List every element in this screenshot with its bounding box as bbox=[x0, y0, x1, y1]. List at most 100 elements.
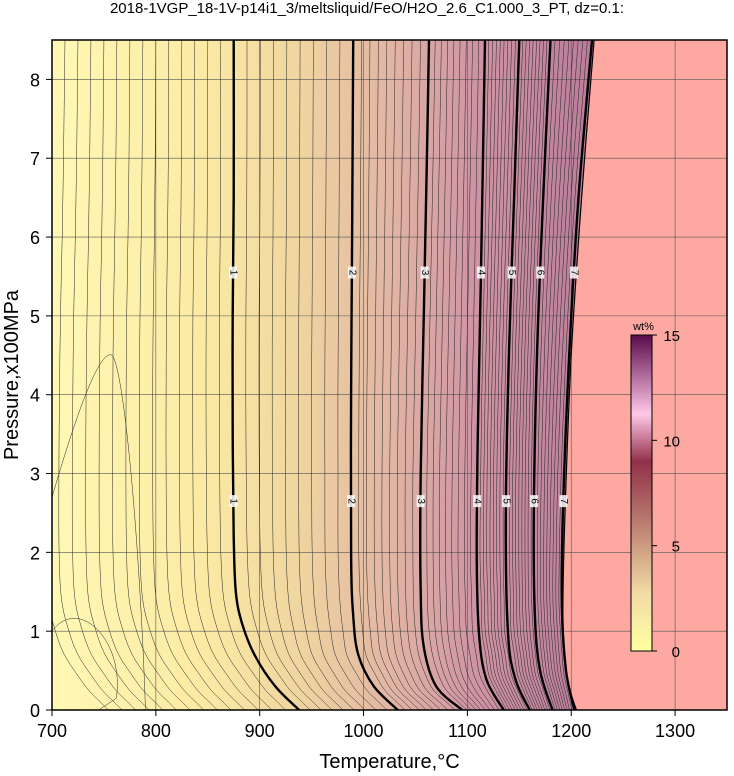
minor-contour bbox=[192, 40, 259, 710]
x-tick-label: 1200 bbox=[551, 721, 591, 741]
contour-label-bg bbox=[473, 495, 482, 508]
minor-contour bbox=[165, 40, 232, 710]
minor-contour bbox=[558, 40, 588, 710]
minor-contour bbox=[125, 40, 191, 710]
y-tick-label: 6 bbox=[30, 228, 40, 248]
y-tick-label: 4 bbox=[30, 386, 40, 406]
minor-contour bbox=[493, 40, 519, 710]
contour-label-bg bbox=[559, 495, 568, 508]
plot-frame bbox=[51, 39, 728, 711]
minor-contour bbox=[85, 40, 150, 710]
contour-label: 7 bbox=[568, 270, 579, 276]
liquidus-line bbox=[562, 40, 595, 710]
minor-contour bbox=[404, 40, 449, 710]
minor-contour bbox=[397, 40, 441, 710]
minor-contour bbox=[71, 40, 136, 710]
minor-contour bbox=[499, 40, 525, 710]
contour-label-bg bbox=[229, 266, 238, 279]
minor-contour bbox=[179, 40, 245, 710]
y-tick-label: 0 bbox=[30, 701, 40, 721]
minor-contour bbox=[139, 40, 204, 710]
minor-contour bbox=[530, 40, 551, 710]
minor-contour bbox=[512, 40, 536, 710]
colorbar-tick-label: 0 bbox=[672, 644, 680, 661]
contour-label: 5 bbox=[500, 498, 511, 504]
y-tick-label: 3 bbox=[30, 465, 40, 485]
x-tick-label: 1000 bbox=[344, 721, 384, 741]
contour-label-bg bbox=[570, 266, 579, 279]
contour-label: 6 bbox=[528, 498, 539, 504]
contour-label-bg bbox=[502, 495, 511, 508]
minor-contour bbox=[285, 40, 344, 710]
minor-contour bbox=[381, 40, 427, 710]
minor-contour bbox=[489, 40, 516, 710]
contour-3 bbox=[419, 40, 464, 710]
minor-contour bbox=[486, 40, 513, 710]
minor-contour bbox=[555, 40, 584, 710]
minor-contour bbox=[509, 40, 533, 710]
minor-contour bbox=[298, 40, 355, 710]
minor-contour bbox=[426, 40, 467, 710]
minor-contour bbox=[457, 40, 491, 710]
contour-label: 1 bbox=[227, 270, 238, 276]
minor-contour bbox=[432, 40, 472, 710]
x-tick-label: 900 bbox=[245, 721, 275, 741]
colorbar-scale bbox=[630, 334, 653, 652]
contour-label-bg bbox=[347, 495, 356, 508]
minor-contour bbox=[337, 40, 387, 710]
minor-contour bbox=[389, 40, 434, 710]
minor-contour bbox=[52, 40, 109, 710]
x-axis-label: Temperature,°C bbox=[319, 751, 459, 773]
crystallizing-region bbox=[52, 40, 595, 710]
minor-contour bbox=[219, 40, 286, 710]
x-tick-label: 800 bbox=[141, 721, 171, 741]
colorbar-tick-label: 5 bbox=[672, 539, 680, 556]
x-tick-label: 700 bbox=[37, 721, 67, 741]
x-tick-label: 1100 bbox=[448, 721, 487, 741]
contour-6 bbox=[532, 40, 554, 710]
contour-label: 1 bbox=[228, 498, 239, 504]
colorbar-tick-label: 10 bbox=[663, 433, 680, 450]
minor-contour bbox=[205, 40, 273, 710]
minor-contour bbox=[271, 40, 333, 710]
minor-contour bbox=[258, 40, 322, 710]
minor-contour bbox=[543, 40, 565, 710]
contour-label-bg bbox=[420, 266, 429, 279]
contour-label: 7 bbox=[558, 498, 569, 504]
minor-contour bbox=[537, 40, 556, 710]
minor-contour bbox=[445, 40, 481, 710]
minor-contour bbox=[311, 40, 366, 710]
contour-label: 2 bbox=[345, 498, 356, 504]
minor-contour bbox=[373, 40, 420, 710]
contour-label: 6 bbox=[535, 270, 546, 276]
contour-label: 4 bbox=[475, 270, 486, 276]
minor-contour bbox=[152, 40, 218, 710]
y-tick-label: 2 bbox=[30, 543, 40, 563]
minor-contour bbox=[98, 40, 164, 710]
minor-contour bbox=[58, 40, 123, 710]
minor-contour bbox=[464, 40, 495, 710]
contour-label-bg bbox=[476, 266, 485, 279]
minor-contour bbox=[546, 40, 570, 710]
minor-contour bbox=[451, 40, 486, 710]
minor-contour bbox=[470, 40, 500, 710]
contour-label-bg bbox=[530, 495, 539, 508]
y-tick-label: 8 bbox=[30, 70, 40, 90]
minor-contour bbox=[324, 40, 377, 710]
contour-2 bbox=[349, 40, 399, 710]
minor-contour bbox=[515, 40, 538, 710]
contour-label-bg bbox=[347, 266, 356, 279]
contour-4 bbox=[475, 40, 505, 710]
minor-contour bbox=[518, 40, 541, 710]
minor-contour bbox=[52, 354, 146, 710]
minor-contour bbox=[552, 40, 579, 710]
contour-label: 2 bbox=[346, 270, 357, 276]
minor-contour bbox=[358, 40, 406, 710]
contour-label-bg bbox=[229, 495, 238, 508]
contour-label: 4 bbox=[472, 498, 483, 504]
contour-5 bbox=[504, 40, 531, 710]
minor-contour bbox=[245, 40, 311, 710]
contour-label: 5 bbox=[506, 270, 517, 276]
contour-label: 3 bbox=[415, 498, 426, 504]
contour-label-bg bbox=[416, 495, 425, 508]
